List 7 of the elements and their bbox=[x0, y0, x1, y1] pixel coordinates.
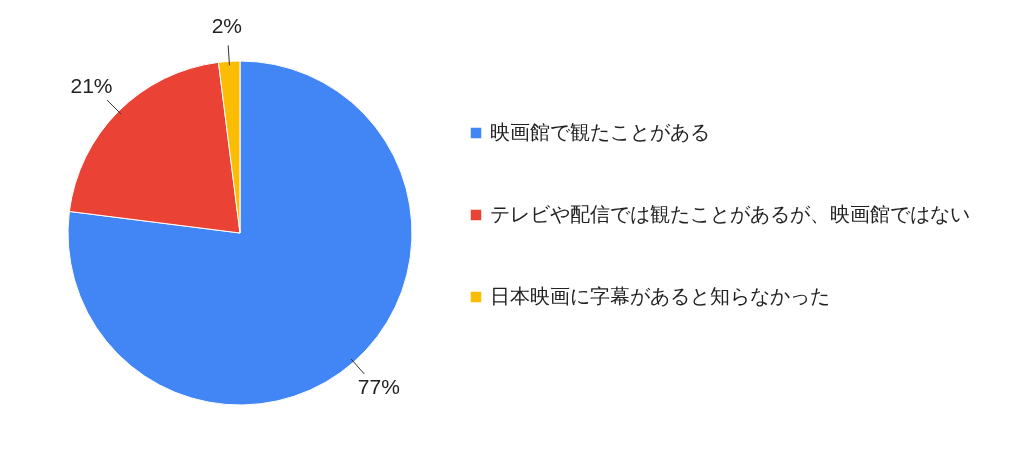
data-label: 2% bbox=[211, 14, 242, 38]
pie-slice bbox=[67, 60, 413, 406]
legend-label: テレビや配信では観たことがあるが、映画館ではない bbox=[490, 203, 970, 225]
legend-label: 日本映画に字幕があると知らなかった bbox=[490, 285, 830, 307]
data-label: 77% bbox=[357, 374, 400, 398]
legend-label: 映画館で観たことがある bbox=[490, 121, 710, 143]
data-label: 21% bbox=[70, 74, 113, 98]
